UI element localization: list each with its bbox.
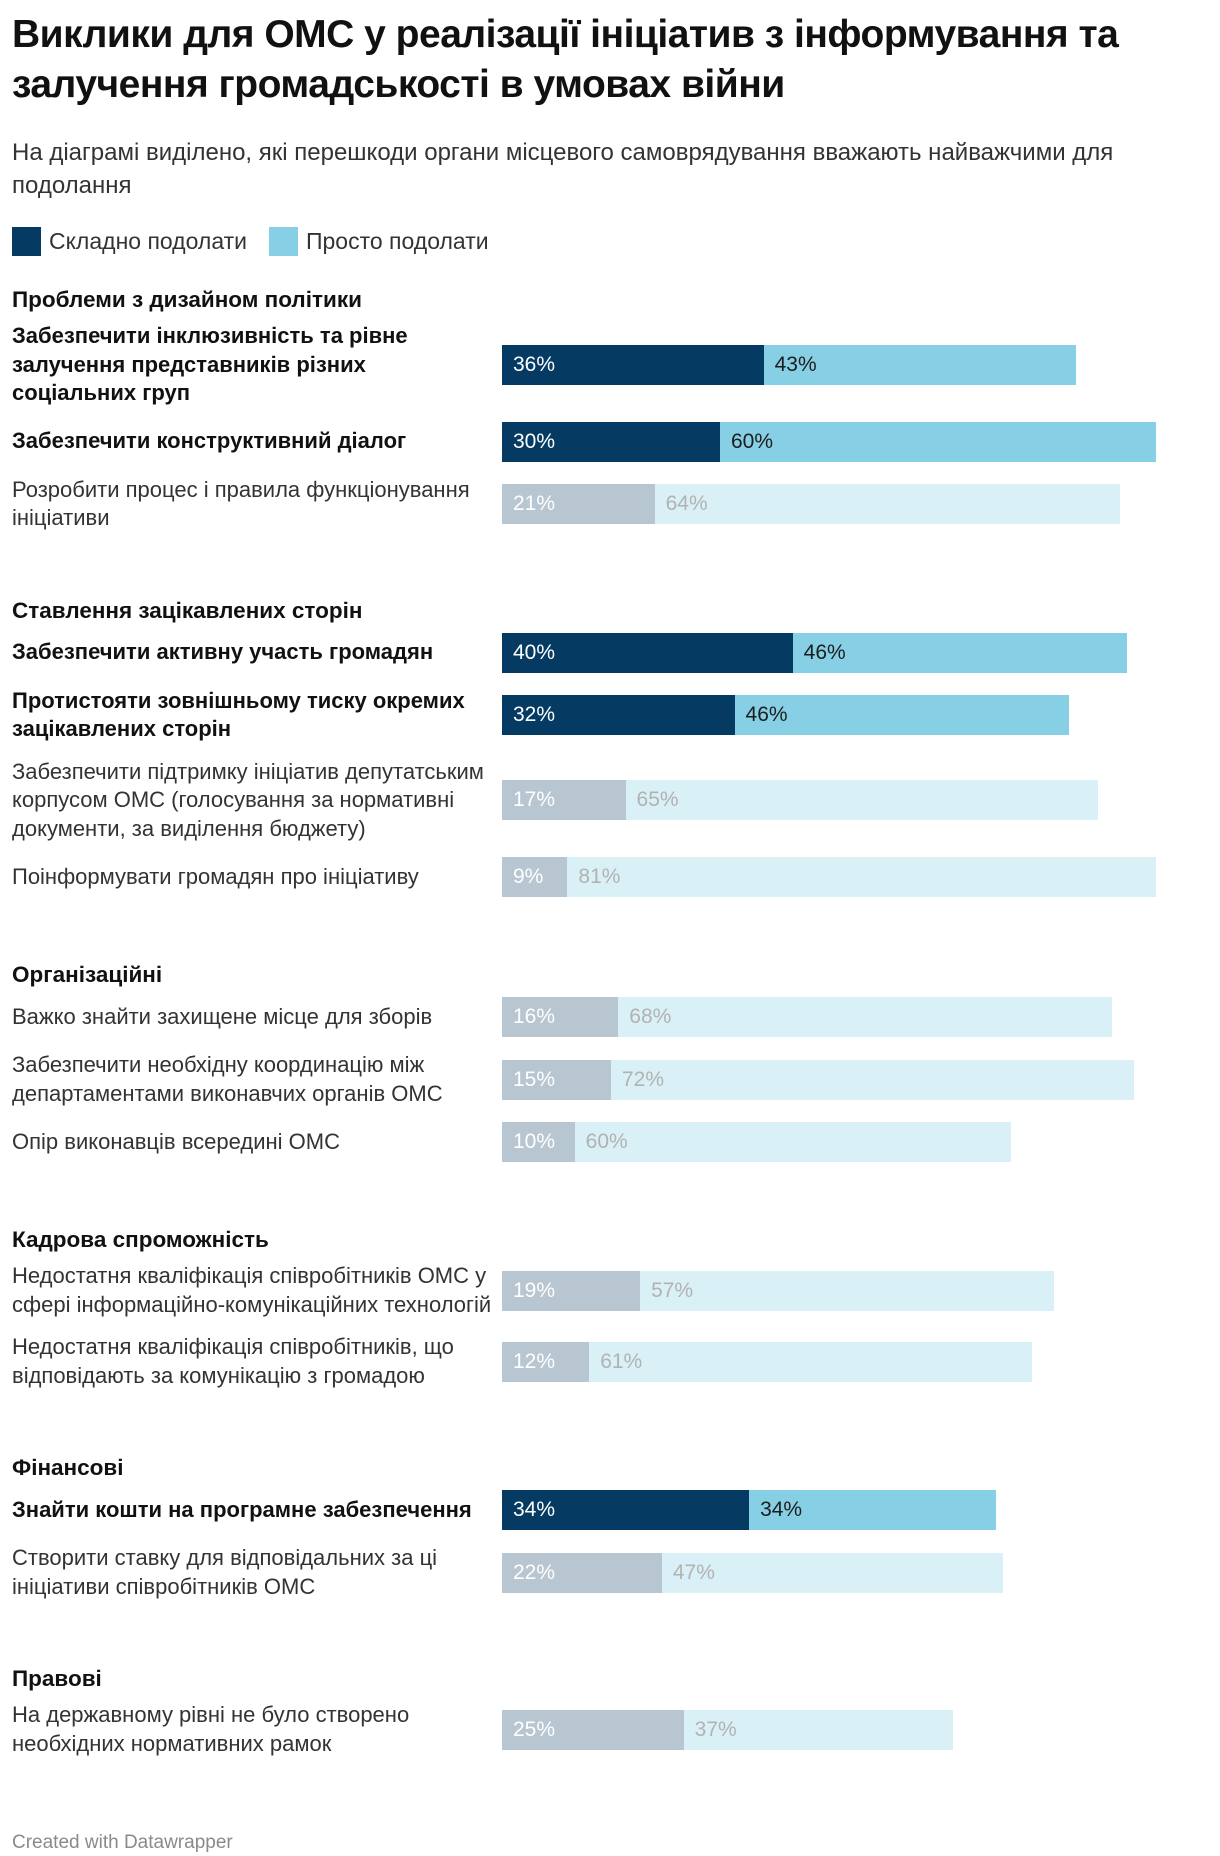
data-label-hard: 17%	[513, 788, 556, 811]
data-label-hard: 19%	[513, 1279, 556, 1302]
data-label-hard: 15%	[513, 1068, 556, 1091]
bar-segment-hard	[502, 780, 626, 820]
bar-segment-hard	[502, 997, 619, 1037]
data-label-easy: 68%	[629, 1005, 672, 1028]
row-label: Опір виконавців всередині ОМС	[12, 1128, 340, 1154]
data-label-hard: 16%	[513, 1005, 556, 1028]
data-label-easy: 46%	[745, 703, 788, 726]
row-label: Забезпечити підтримку ініціатив депутатс…	[12, 758, 484, 841]
data-label-hard: 34%	[513, 1498, 556, 1521]
bar-segment-easy	[661, 1553, 1004, 1593]
group-title: Фінансові	[12, 1455, 124, 1480]
legend-label-hard: Складно подолати	[49, 227, 247, 254]
legend-item-hard: Складно подолати	[12, 226, 247, 256]
row-label: Недостатня кваліфікація співробітників О…	[12, 1263, 492, 1317]
legend-label-easy: Просто подолати	[305, 227, 489, 254]
bar-segment-easy	[654, 484, 1120, 524]
data-label-hard: 32%	[513, 703, 556, 726]
row-label: Забезпечити необхідну координацію між де…	[12, 1052, 443, 1106]
bar-segment-easy	[792, 633, 1127, 673]
group-title: Проблеми з дизайном політики	[12, 287, 362, 312]
data-label-easy: 57%	[651, 1279, 694, 1302]
bar-segment-easy	[567, 857, 1156, 897]
bar-segment-easy	[574, 1122, 1011, 1162]
bar-segment-easy	[640, 1271, 1055, 1311]
legend: Складно подолати Просто подолати	[12, 226, 511, 256]
group-title: Ставлення зацікавлених сторін	[12, 597, 363, 623]
row-label: Забезпечити інклюзивність та рівне залуч…	[12, 323, 408, 405]
bar-segment-easy	[720, 422, 1156, 462]
group-title: Організаційні	[12, 962, 163, 987]
data-label-hard: 22%	[513, 1561, 556, 1584]
row-label: Поінформувати громадян про ініціативу	[12, 863, 419, 889]
chart-subtitle: На діаграмі виділено, які перешкоди орга…	[12, 139, 1114, 199]
data-label-hard: 30%	[513, 430, 556, 453]
bar-segment-hard	[502, 857, 568, 897]
bar-segment-hard	[502, 1122, 575, 1162]
group-title: Правові	[12, 1666, 102, 1691]
bar-segment-hard	[502, 1553, 662, 1593]
data-label-easy: 60%	[731, 430, 774, 453]
data-label-easy: 65%	[636, 788, 679, 811]
bar-segment-easy	[589, 1342, 1033, 1382]
data-label-hard: 12%	[513, 1350, 556, 1373]
legend-swatch-easy	[268, 226, 298, 256]
bar-segment-easy	[683, 1710, 953, 1750]
bar-segment-easy	[611, 1060, 1135, 1100]
row-label: Знайти кошти на програмне забезпечення	[12, 1496, 472, 1522]
bar-segment-easy	[734, 695, 1069, 735]
bar-segment-hard	[502, 484, 655, 524]
bar-segment-easy	[763, 345, 1077, 385]
bar-segment-hard	[502, 422, 720, 462]
row-label: Важко знайти захищене місце для зборів	[12, 1003, 433, 1029]
data-label-easy: 64%	[665, 492, 708, 515]
group-title: Кадрова спроможність	[12, 1227, 269, 1252]
data-label-hard: 36%	[513, 353, 556, 376]
data-label-easy: 72%	[622, 1068, 665, 1091]
row-label: Створити ставку для відповідальних за ці…	[12, 1545, 438, 1599]
bar-segment-easy	[749, 1490, 997, 1530]
bar-segment-hard	[502, 1490, 750, 1530]
chart-title: Виклики для ОМС у реалізації ініціатив з…	[12, 13, 1119, 106]
row-label: Недостатня кваліфікація співробітників, …	[12, 1334, 454, 1388]
row-label: На державному рівні не було створено нео…	[12, 1702, 410, 1756]
legend-swatch-hard	[12, 226, 41, 256]
data-label-easy: 61%	[600, 1350, 643, 1373]
bar-segment-hard	[502, 695, 735, 735]
bar-segment-hard	[502, 1342, 590, 1382]
row-label: Розробити процес і правила функціонуванн…	[12, 476, 470, 531]
legend-item-easy: Просто подолати	[268, 226, 489, 256]
data-label-easy: 37%	[694, 1718, 737, 1741]
data-label-easy: 43%	[774, 353, 817, 376]
row-label: Забезпечити конструктивний діалог	[12, 428, 407, 454]
bar-segment-hard	[502, 1060, 611, 1100]
bar-segment-hard	[502, 345, 764, 385]
data-label-hard: 21%	[513, 492, 556, 515]
data-label-easy: 81%	[578, 865, 621, 888]
bar-segment-hard	[502, 633, 793, 673]
data-label-easy: 60%	[585, 1130, 628, 1153]
row-label: Забезпечити активну участь громадян	[12, 639, 434, 665]
footer-credit: Created with Datawrapper	[12, 1832, 233, 1853]
bar-segment-hard	[502, 1271, 641, 1311]
data-label-hard: 25%	[513, 1718, 556, 1741]
data-label-hard: 10%	[513, 1130, 556, 1153]
bar-segment-easy	[625, 780, 1098, 820]
data-label-easy: 34%	[760, 1498, 803, 1521]
bar-segment-hard	[502, 1710, 684, 1750]
row-label: Протистояти зовнішньому тиску окремих за…	[12, 687, 465, 742]
data-label-hard: 40%	[513, 641, 556, 664]
bar-segment-easy	[618, 997, 1113, 1037]
data-label-hard: 9%	[513, 865, 544, 888]
data-label-easy: 46%	[803, 641, 846, 664]
data-label-easy: 47%	[672, 1561, 715, 1584]
